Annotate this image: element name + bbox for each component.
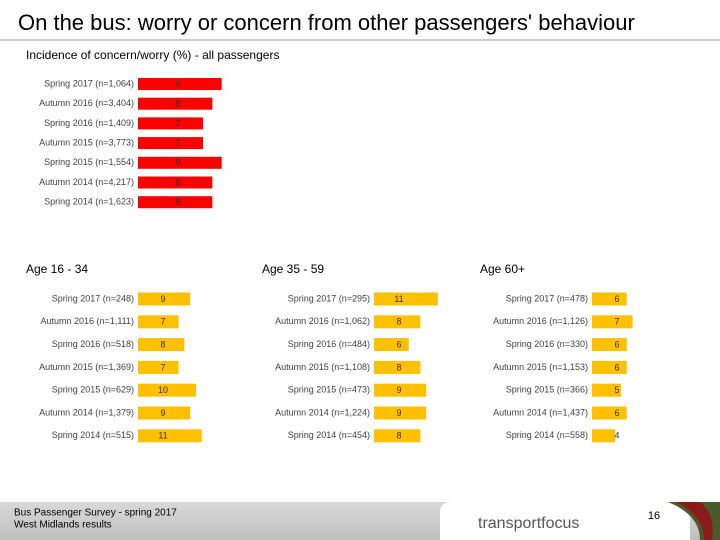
value-label: 8 (175, 177, 180, 187)
bar (592, 383, 621, 397)
bar (138, 156, 222, 169)
value-label: 6 (614, 339, 619, 349)
value-label: 10 (158, 385, 168, 395)
bar (374, 360, 421, 374)
bar (138, 406, 191, 420)
value-label: 9 (175, 158, 180, 168)
value-label: 7 (160, 317, 165, 327)
category-label: Spring 2017 (n=248) (52, 293, 134, 303)
value-label: 8 (175, 197, 180, 207)
bar (592, 360, 627, 374)
value-label: 9 (160, 294, 165, 304)
value-label: 7 (175, 118, 180, 128)
category-label: Spring 2015 (n=1,554) (44, 157, 134, 167)
logo-text: transportfocus (478, 515, 579, 532)
category-label: Autumn 2014 (n=1,379) (39, 407, 134, 417)
category-label: Spring 2014 (n=515) (52, 430, 134, 440)
footer-line: Bus Passenger Survey - spring 2017 (14, 508, 177, 519)
bar (374, 383, 427, 397)
value-label: 6 (614, 294, 619, 304)
value-label: 8 (175, 99, 180, 109)
bar (138, 196, 213, 209)
bar (138, 137, 204, 150)
category-label: Spring 2015 (n=473) (288, 385, 370, 395)
chart-title: Age 60+ (480, 262, 525, 276)
bar (138, 338, 185, 352)
value-label: 7 (175, 138, 180, 148)
category-label: Autumn 2016 (n=1,111) (41, 316, 134, 326)
category-label: Spring 2016 (n=1,409) (44, 118, 134, 128)
bar (374, 338, 409, 352)
value-label: 8 (396, 431, 401, 441)
bar (138, 117, 204, 130)
value-label: 11 (158, 431, 167, 441)
value-label: 9 (175, 79, 180, 89)
category-label: Autumn 2016 (n=3,404) (39, 98, 134, 108)
category-label: Autumn 2014 (n=1,437) (493, 407, 588, 417)
logo-panel (440, 502, 690, 540)
value-label: 8 (396, 317, 401, 327)
value-label: 7 (614, 317, 619, 327)
chart-title: Age 35 - 59 (262, 262, 324, 276)
value-label: 9 (396, 385, 401, 395)
bar (138, 360, 179, 374)
category-label: Autumn 2014 (n=4,217) (39, 177, 134, 187)
bar (592, 429, 616, 443)
value-label: 8 (160, 339, 165, 349)
category-label: Autumn 2014 (n=1,224) (275, 407, 370, 417)
bar (138, 176, 213, 189)
chart-title: Age 16 - 34 (26, 262, 88, 276)
category-label: Spring 2016 (n=518) (52, 339, 134, 349)
bar (138, 429, 202, 443)
value-label: 4 (614, 431, 619, 441)
value-label: 9 (396, 408, 401, 418)
value-label: 11 (394, 294, 403, 304)
bar (592, 292, 627, 306)
bar (374, 429, 421, 443)
chart-title: Incidence of concern/worry (%) - all pas… (26, 48, 279, 62)
category-label: Spring 2014 (n=558) (506, 430, 588, 440)
category-label: Autumn 2015 (n=1,369) (39, 362, 134, 372)
category-label: Spring 2015 (n=629) (52, 385, 134, 395)
category-label: Spring 2015 (n=366) (506, 385, 588, 395)
bar (374, 292, 438, 306)
category-label: Spring 2017 (n=295) (288, 293, 370, 303)
swoosh-red (676, 502, 713, 540)
category-label: Spring 2016 (n=484) (288, 339, 370, 349)
bar (592, 315, 633, 329)
slide-title: On the bus: worry or concern from other … (18, 10, 635, 35)
value-label: 6 (396, 339, 401, 349)
footer-line: West Midlands results (14, 520, 112, 531)
value-label: 6 (614, 362, 619, 372)
value-label: 5 (614, 385, 619, 395)
category-label: Autumn 2016 (n=1,126) (493, 316, 588, 326)
category-label: Spring 2017 (n=1,064) (44, 78, 134, 88)
category-label: Autumn 2015 (n=1,108) (275, 362, 370, 372)
page-number: 16 (648, 510, 660, 522)
value-label: 8 (396, 362, 401, 372)
bar (374, 315, 421, 329)
category-label: Spring 2014 (n=454) (288, 430, 370, 440)
bar (374, 406, 427, 420)
bar (138, 315, 179, 329)
category-label: Spring 2016 (n=330) (506, 339, 588, 349)
value-label: 6 (614, 408, 619, 418)
category-label: Autumn 2015 (n=3,773) (39, 137, 134, 147)
value-label: 7 (160, 362, 165, 372)
bar (138, 97, 213, 110)
value-label: 9 (160, 408, 165, 418)
category-label: Autumn 2016 (n=1,062) (275, 316, 370, 326)
category-label: Spring 2014 (n=1,623) (44, 197, 134, 207)
bar (138, 78, 222, 90)
bar (592, 338, 627, 352)
category-label: Autumn 2015 (n=1,153) (493, 362, 588, 372)
bar (138, 383, 196, 397)
category-label: Spring 2017 (n=478) (506, 293, 588, 303)
bar (592, 406, 627, 420)
bar (138, 292, 191, 306)
